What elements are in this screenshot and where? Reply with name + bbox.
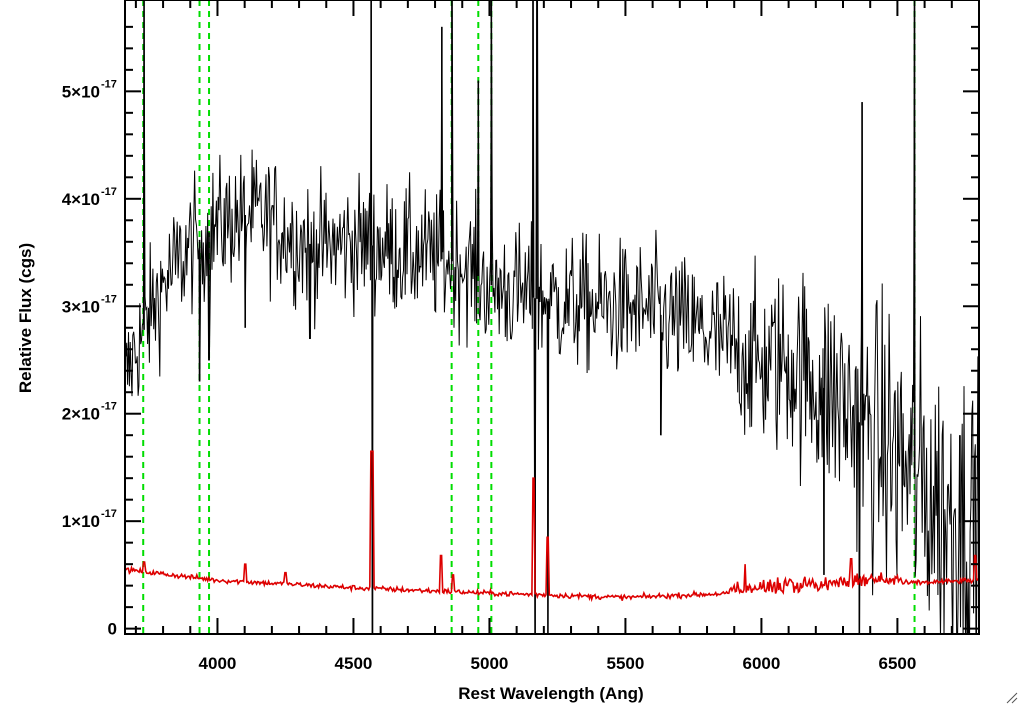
resize-grip-icon[interactable] bbox=[1004, 690, 1018, 704]
y-tick-label: 2×10 bbox=[62, 405, 100, 424]
y-tick-exponent: -17 bbox=[101, 293, 117, 305]
y-tick-label: 5×10 bbox=[62, 82, 100, 101]
error-series-line bbox=[125, 450, 979, 603]
y-tick-exponent: -17 bbox=[101, 401, 117, 413]
y-tick-label: 1×10 bbox=[62, 512, 100, 531]
x-tick-label: 4000 bbox=[199, 654, 237, 673]
x-tick-label: 5500 bbox=[607, 654, 645, 673]
y-axis-title: Relative Flux (cgs) bbox=[16, 243, 35, 393]
y-tick-label: 4×10 bbox=[62, 190, 100, 209]
y-tick-label: 0 bbox=[108, 620, 117, 639]
spectrum-series-line bbox=[125, 0, 979, 634]
x-tick-label: 4500 bbox=[335, 654, 373, 673]
y-tick-exponent: -17 bbox=[101, 78, 117, 90]
x-tick-label: 6500 bbox=[878, 654, 916, 673]
x-tick-label: 6000 bbox=[743, 654, 781, 673]
reference-lines bbox=[142, 0, 916, 634]
x-tick-label: 5000 bbox=[471, 654, 509, 673]
y-tick-exponent: -17 bbox=[101, 508, 117, 520]
series-layer bbox=[125, 0, 979, 634]
y-tick-label: 3×10 bbox=[62, 297, 100, 316]
plot-frame bbox=[124, 0, 980, 635]
y-tick-exponent: -17 bbox=[101, 186, 117, 198]
x-axis-title: Rest Wavelength (Ang) bbox=[458, 684, 643, 703]
